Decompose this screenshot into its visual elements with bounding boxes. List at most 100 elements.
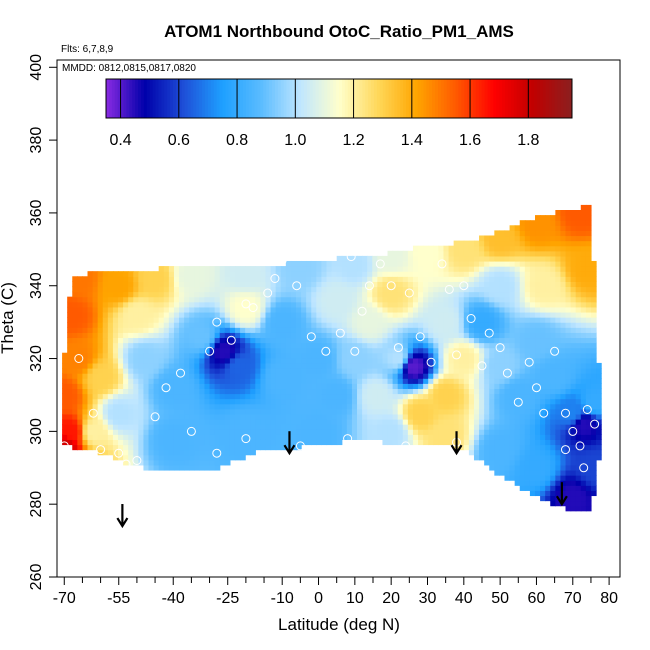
heatmap-cell: [433, 260, 439, 267]
heatmap-cell: [580, 276, 587, 282]
heatmap-cell: [392, 317, 399, 323]
heatmap-cell: [494, 240, 501, 247]
heatmap-cell: [199, 449, 206, 456]
heatmap-cell: [397, 322, 404, 328]
heatmap-cell: [331, 378, 338, 384]
heatmap-cell: [509, 383, 516, 390]
heatmap-cell: [494, 250, 501, 257]
heatmap-cell: [453, 291, 460, 298]
heatmap-cell: [133, 403, 139, 410]
heatmap-cell: [245, 306, 251, 313]
heatmap-cell: [214, 286, 221, 293]
heatmap-cell: [428, 398, 434, 405]
heatmap-cell: [118, 449, 124, 456]
heatmap-cell: [102, 357, 109, 364]
heatmap-cell: [199, 342, 206, 349]
heatmap-cell: [540, 403, 546, 410]
heatmap-cell: [509, 429, 516, 435]
heatmap-cell: [163, 459, 170, 466]
heatmap-cell: [148, 388, 155, 395]
heatmap-cell: [173, 311, 180, 318]
heatmap-cell: [240, 332, 246, 339]
heatmap-cell: [301, 301, 307, 308]
heatmap-cell: [580, 281, 587, 288]
heatmap-cell: [540, 434, 546, 440]
heatmap-cell: [575, 434, 582, 440]
heatmap-cell: [301, 260, 307, 267]
heatmap-cell: [499, 347, 506, 354]
heatmap-cell: [77, 347, 84, 354]
heatmap-cell: [524, 413, 531, 420]
heatmap-cell: [158, 444, 165, 451]
heatmap-cell: [550, 352, 556, 359]
colorbar-swatch: [106, 79, 110, 118]
heatmap-cell: [296, 418, 302, 425]
heatmap-cell: [590, 449, 597, 456]
heatmap-cell: [306, 368, 312, 374]
heatmap-cell: [535, 439, 541, 446]
heatmap-cell: [448, 434, 455, 440]
heatmap-cell: [270, 378, 277, 384]
heatmap-cell: [194, 342, 200, 349]
heatmap-cell: [128, 439, 134, 446]
heatmap-cell: [382, 322, 389, 328]
heatmap-cell: [540, 250, 546, 257]
heatmap-cell: [128, 352, 134, 359]
heatmap-cell: [102, 373, 109, 379]
heatmap-cell: [382, 266, 389, 272]
heatmap-cell: [351, 357, 358, 364]
heatmap-cell: [580, 413, 587, 420]
heatmap-cell: [484, 393, 490, 400]
heatmap-cell: [316, 271, 323, 277]
heatmap-cell: [290, 398, 297, 405]
heatmap-cell: [575, 271, 582, 277]
heatmap-cell: [168, 352, 175, 359]
colorbar-tick-label: 1.4: [401, 132, 423, 149]
heatmap-cell: [489, 281, 495, 288]
colorbar-swatch: [414, 79, 419, 118]
heatmap-cell: [580, 418, 587, 425]
heatmap-cell: [97, 342, 104, 349]
heatmap-cell: [596, 418, 602, 425]
heatmap-cell: [199, 454, 206, 461]
heatmap-cell: [585, 291, 592, 298]
heatmap-cell: [189, 454, 195, 461]
heatmap-cell: [433, 291, 439, 298]
heatmap-cell: [92, 357, 99, 364]
heatmap-cell: [448, 327, 455, 333]
heatmap-cell: [92, 347, 99, 354]
heatmap-cell: [87, 276, 94, 282]
heatmap-cell: [570, 352, 577, 359]
heatmap-cell: [438, 250, 445, 257]
heatmap-cell: [224, 368, 231, 374]
colorbar-swatch: [272, 79, 276, 118]
heatmap-cell: [535, 215, 541, 221]
heatmap-cell: [504, 393, 511, 400]
heatmap-cell: [189, 383, 195, 390]
heatmap-cell: [219, 266, 226, 272]
colorbar-swatch: [461, 79, 465, 118]
heatmap-cell: [255, 317, 262, 323]
heatmap-cell: [392, 342, 399, 349]
heatmap-cell: [560, 480, 567, 486]
heatmap-cell: [301, 434, 307, 440]
heatmap-cell: [306, 342, 312, 349]
heatmap-cell: [397, 429, 404, 435]
heatmap-cell: [189, 332, 195, 339]
heatmap-cell: [479, 444, 485, 451]
heatmap-cell: [458, 424, 465, 430]
heatmap-cell: [357, 342, 363, 349]
heatmap-cell: [545, 434, 551, 440]
heatmap-cell: [580, 424, 587, 430]
heatmap-cell: [479, 398, 485, 405]
heatmap-cell: [255, 332, 262, 339]
heatmap-cell: [341, 266, 348, 272]
heatmap-cell: [229, 306, 236, 313]
heatmap-cell: [280, 357, 287, 364]
heatmap-cell: [565, 276, 572, 282]
heatmap-cell: [143, 449, 150, 456]
heatmap-cell: [153, 296, 160, 303]
heatmap-cell: [428, 281, 434, 288]
colorbar-swatch: [207, 79, 212, 118]
heatmap-cell: [575, 327, 582, 333]
